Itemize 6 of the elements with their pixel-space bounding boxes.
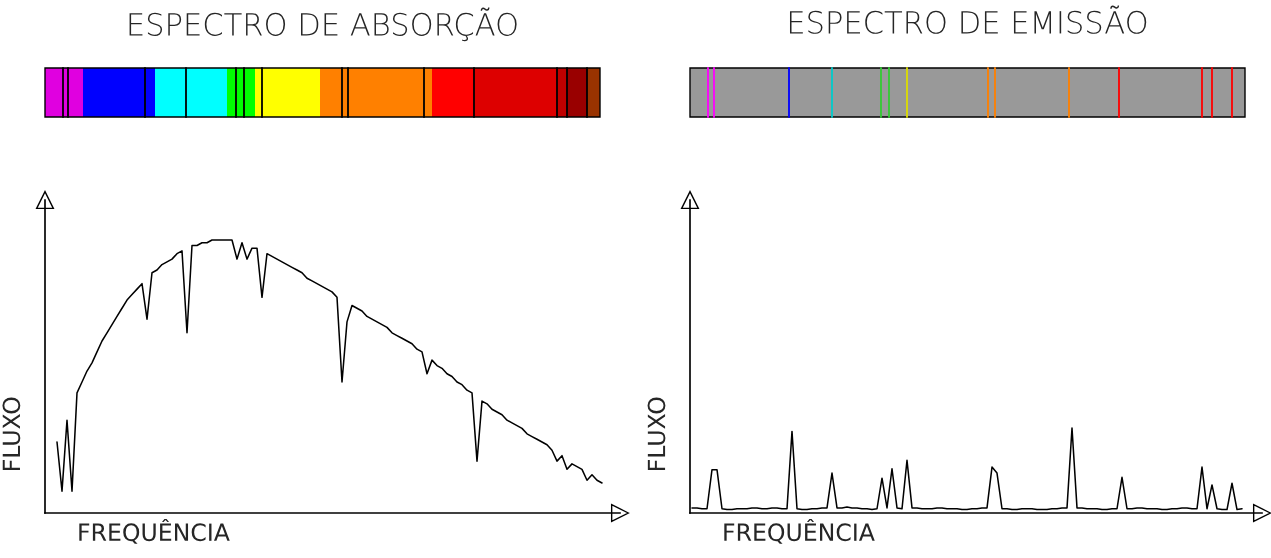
chart-title: ESPECTRO DE ABSORÇÃO — [129, 7, 517, 42]
y-axis-title: FLUXO — [647, 397, 666, 470]
x-axis-title: FREQUÊNCIA — [79, 518, 230, 544]
x-axis-title: FREQUÊNCIA — [724, 518, 875, 544]
chart-title: ESPECTRO DE EMISSÃO — [789, 5, 1147, 34]
y-axis-title: FLUXO — [2, 397, 21, 470]
